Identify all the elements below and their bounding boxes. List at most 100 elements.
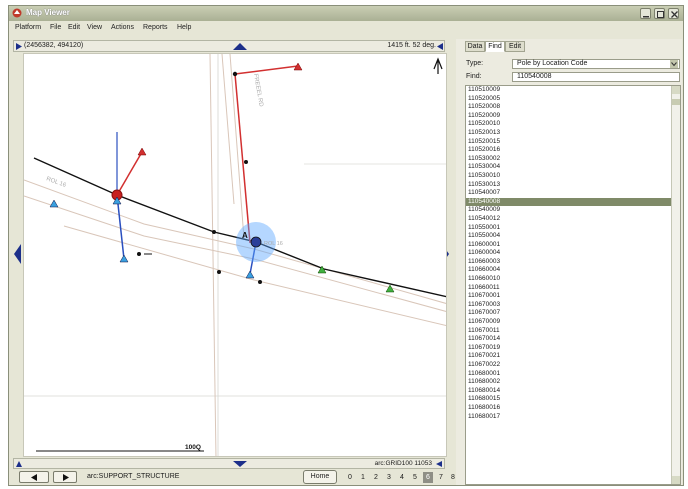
menu-file[interactable]: File: [50, 24, 62, 31]
pan-up-icon[interactable]: [232, 42, 248, 51]
list-item[interactable]: 110660010: [468, 275, 501, 283]
list-item[interactable]: 110540008: [466, 197, 680, 207]
pan-down-icon[interactable]: [232, 460, 248, 468]
list-item[interactable]: 110520005: [468, 94, 501, 102]
pan-left-icon[interactable]: [15, 42, 23, 51]
page-4[interactable]: 4: [400, 474, 404, 481]
fixture-icon[interactable]: [112, 196, 122, 205]
list-item[interactable]: 110530013: [468, 180, 501, 188]
home-button[interactable]: Home: [303, 470, 337, 484]
list-item[interactable]: 110530004: [468, 163, 501, 171]
tab-find[interactable]: Find: [485, 41, 505, 52]
previous-button[interactable]: [19, 471, 49, 483]
pole-point[interactable]: [244, 160, 248, 164]
list-item[interactable]: 110670001: [468, 292, 501, 300]
menu-actions[interactable]: Actions: [111, 24, 134, 31]
red-line: [234, 73, 251, 244]
menu-reports[interactable]: Reports: [143, 24, 168, 31]
blue-line: [116, 194, 125, 260]
page-5[interactable]: 5: [413, 474, 417, 481]
minimize-button[interactable]: [640, 8, 651, 19]
pole-point[interactable]: [212, 230, 216, 234]
list-item[interactable]: 110670011: [468, 326, 500, 334]
menu-platform[interactable]: Platform: [15, 24, 42, 31]
find-label: Find:: [466, 73, 482, 80]
maximize-button[interactable]: [654, 8, 665, 19]
type-select[interactable]: Pole by Location Code: [512, 59, 680, 69]
pole-point[interactable]: [232, 71, 238, 77]
pan-down-right-icon[interactable]: [435, 460, 443, 468]
list-item[interactable]: 110520015: [468, 137, 501, 145]
list-item[interactable]: 110680015: [468, 395, 501, 403]
page-1[interactable]: 1: [361, 474, 365, 481]
coordinate-readout: (2456382, 494120): [24, 42, 84, 49]
transformer-icon[interactable]: [137, 147, 147, 156]
list-item[interactable]: 110660011: [468, 283, 500, 291]
list-item[interactable]: 110680016: [468, 403, 501, 411]
pole-point[interactable]: [217, 270, 221, 274]
list-item[interactable]: 110670007: [468, 309, 501, 317]
scroll-thumb[interactable]: [672, 99, 680, 105]
list-item[interactable]: 110670009: [468, 318, 501, 326]
list-item[interactable]: 110550004: [468, 232, 501, 240]
page-8[interactable]: 8: [451, 474, 455, 481]
list-item[interactable]: 110510009: [468, 86, 501, 93]
scroll-down-icon[interactable]: [672, 476, 680, 484]
red-line: [234, 65, 299, 75]
list-item[interactable]: 110540009: [468, 206, 501, 214]
find-input[interactable]: 110540008: [512, 72, 680, 82]
menu-edit[interactable]: Edit: [68, 24, 81, 31]
list-item[interactable]: 110670022: [468, 361, 501, 368]
list-item[interactable]: 110540012: [468, 214, 501, 222]
pan-down-left-icon[interactable]: [15, 460, 23, 468]
map-canvas[interactable]: FREEEL RD ROL 16 A ROL 16: [23, 53, 447, 457]
pole-point[interactable]: [258, 280, 262, 284]
page-2[interactable]: 2: [374, 474, 378, 481]
tab-data[interactable]: Data: [465, 41, 485, 52]
scroll-up-icon[interactable]: [672, 86, 680, 94]
list-item[interactable]: 110670021: [468, 352, 501, 360]
list-item[interactable]: 110680014: [468, 386, 501, 394]
pan-left-arrow-icon[interactable]: [13, 243, 22, 265]
list-item[interactable]: 110680002: [468, 378, 501, 386]
next-button[interactable]: [53, 471, 77, 483]
list-item[interactable]: 110530002: [468, 154, 501, 162]
list-item[interactable]: 110520008: [468, 103, 501, 111]
list-item[interactable]: 110670014: [468, 335, 501, 343]
list-item[interactable]: 110660003: [468, 257, 501, 265]
list-item[interactable]: 110530010: [468, 171, 501, 179]
transformer-icon[interactable]: [293, 62, 303, 71]
list-item[interactable]: 110660004: [468, 266, 501, 274]
list-item[interactable]: 110520013: [468, 128, 501, 136]
list-item[interactable]: 110550001: [468, 223, 501, 231]
device-icon[interactable]: [317, 265, 327, 274]
page-3[interactable]: 3: [387, 474, 391, 481]
fixture-icon[interactable]: [245, 270, 255, 279]
page-0[interactable]: 0: [348, 474, 352, 481]
list-item[interactable]: 110520009: [468, 111, 501, 119]
menu-view[interactable]: View: [87, 24, 103, 31]
fixture-icon[interactable]: [49, 199, 59, 208]
list-item[interactable]: 110680017: [468, 412, 501, 420]
list-item[interactable]: 110600001: [468, 240, 501, 248]
device-icon[interactable]: [385, 284, 395, 293]
list-item[interactable]: 110670019: [468, 343, 501, 351]
pole-point[interactable]: [137, 252, 141, 256]
menu-help[interactable]: Help: [177, 24, 192, 31]
list-item[interactable]: 110670003: [468, 300, 501, 308]
fixture-icon[interactable]: [119, 254, 129, 263]
close-button[interactable]: [668, 8, 679, 19]
results-list[interactable]: 110510009 110520005 110520008 110520009 1105…: [465, 85, 681, 485]
page-6[interactable]: 6: [423, 472, 433, 483]
list-item[interactable]: 110540007: [468, 189, 501, 197]
list-item[interactable]: 110520010: [468, 120, 501, 128]
chevron-down-icon[interactable]: [670, 60, 678, 68]
page-7[interactable]: 7: [439, 474, 443, 481]
list-item[interactable]: 110520016: [468, 146, 501, 154]
tab-edit[interactable]: Edit: [505, 41, 525, 52]
list-item[interactable]: 110600004: [468, 249, 501, 257]
selected-pole[interactable]: [250, 236, 262, 248]
list-item[interactable]: 110680001: [468, 369, 501, 377]
pan-right-small-icon[interactable]: [436, 42, 444, 51]
list-scrollbar[interactable]: [671, 86, 680, 484]
